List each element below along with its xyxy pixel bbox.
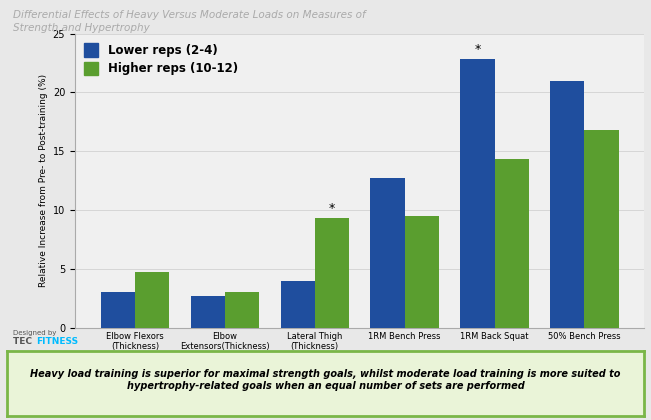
Bar — [101, 292, 135, 328]
Bar — [370, 178, 405, 328]
Bar — [495, 160, 529, 328]
Text: Differential Effects of Heavy Versus Moderate Loads on Measures of: Differential Effects of Heavy Versus Mod… — [13, 10, 366, 21]
Bar — [550, 81, 585, 328]
Bar — [460, 60, 495, 328]
Text: Heavy load training is superior for maximal strength goals, whilst moderate load: Heavy load training is superior for maxi… — [30, 369, 621, 391]
Text: *: * — [475, 43, 480, 56]
Bar — [281, 281, 314, 328]
Text: FITNESS: FITNESS — [36, 338, 78, 346]
Bar — [314, 218, 349, 328]
Bar — [585, 130, 618, 328]
Bar — [225, 292, 259, 328]
Text: *: * — [329, 202, 335, 215]
Bar — [405, 216, 439, 328]
Text: Strength and Hypertrophy: Strength and Hypertrophy — [13, 23, 150, 33]
Y-axis label: Relative Increase from Pre- to Post-training (%): Relative Increase from Pre- to Post-trai… — [40, 74, 48, 287]
Bar — [135, 272, 169, 328]
Bar — [191, 296, 225, 328]
Text: Designed by: Designed by — [13, 330, 57, 336]
Legend: Lower reps (2-4), Higher reps (10-12): Lower reps (2-4), Higher reps (10-12) — [81, 39, 242, 79]
Text: TEC: TEC — [13, 338, 35, 346]
